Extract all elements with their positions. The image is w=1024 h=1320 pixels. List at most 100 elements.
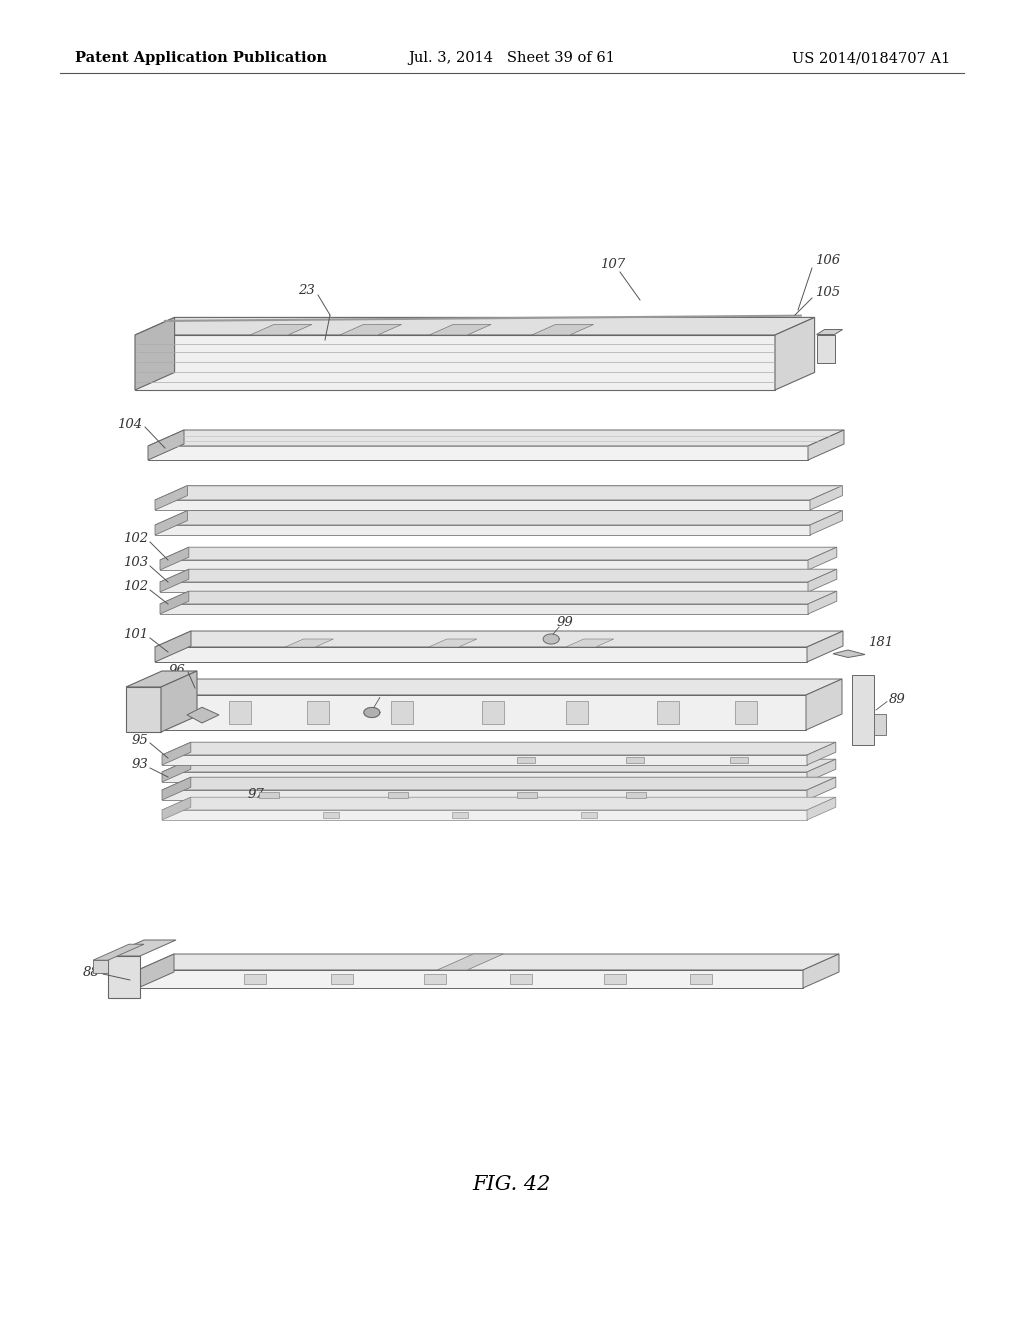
Polygon shape: [158, 678, 842, 696]
Bar: [307, 701, 329, 723]
Polygon shape: [364, 708, 380, 718]
Polygon shape: [158, 678, 194, 730]
Polygon shape: [148, 430, 184, 459]
Text: 88: 88: [83, 965, 100, 978]
Bar: [510, 974, 532, 983]
Text: 89: 89: [889, 693, 906, 706]
Polygon shape: [808, 569, 837, 591]
Polygon shape: [531, 325, 594, 335]
Polygon shape: [135, 317, 175, 389]
Text: US 2014/0184707 A1: US 2014/0184707 A1: [792, 51, 950, 65]
Text: 104: 104: [117, 418, 142, 432]
Polygon shape: [138, 954, 839, 970]
Polygon shape: [437, 954, 503, 970]
Polygon shape: [162, 789, 807, 800]
Bar: [245, 974, 266, 983]
Polygon shape: [806, 678, 842, 730]
Polygon shape: [429, 639, 477, 647]
Polygon shape: [808, 430, 844, 459]
Polygon shape: [155, 500, 810, 510]
Bar: [627, 756, 644, 763]
Polygon shape: [160, 548, 837, 560]
Bar: [603, 974, 626, 983]
Polygon shape: [148, 430, 844, 446]
Polygon shape: [160, 582, 808, 591]
Polygon shape: [160, 569, 837, 582]
Bar: [391, 701, 414, 723]
Bar: [517, 792, 537, 799]
Polygon shape: [810, 511, 843, 535]
Bar: [259, 792, 279, 799]
Polygon shape: [162, 755, 807, 766]
Bar: [517, 756, 535, 763]
Polygon shape: [816, 334, 835, 363]
Polygon shape: [810, 486, 843, 510]
Polygon shape: [148, 446, 808, 459]
Polygon shape: [874, 714, 886, 734]
Polygon shape: [162, 759, 190, 781]
Text: 102: 102: [123, 579, 148, 593]
Text: 101: 101: [123, 628, 148, 642]
Polygon shape: [250, 325, 312, 335]
Bar: [627, 792, 646, 799]
Polygon shape: [340, 325, 401, 335]
Bar: [582, 812, 597, 818]
Polygon shape: [162, 759, 836, 772]
Polygon shape: [162, 742, 836, 755]
Polygon shape: [543, 634, 559, 644]
Polygon shape: [138, 954, 174, 987]
Bar: [324, 812, 339, 818]
Polygon shape: [187, 708, 219, 723]
Polygon shape: [808, 591, 837, 614]
Bar: [729, 756, 748, 763]
Polygon shape: [286, 639, 334, 647]
Polygon shape: [93, 960, 108, 973]
Polygon shape: [807, 759, 836, 781]
Text: 106: 106: [815, 253, 840, 267]
Text: 99: 99: [556, 616, 572, 630]
Polygon shape: [155, 511, 843, 525]
Text: 181: 181: [222, 693, 247, 706]
Polygon shape: [160, 560, 808, 570]
Polygon shape: [160, 591, 188, 614]
Bar: [735, 701, 757, 723]
Bar: [690, 974, 712, 983]
Polygon shape: [158, 696, 806, 730]
Polygon shape: [161, 671, 197, 733]
Bar: [331, 974, 353, 983]
Polygon shape: [155, 486, 843, 500]
Text: 99: 99: [377, 686, 393, 700]
Polygon shape: [108, 956, 140, 998]
Text: 93: 93: [131, 759, 148, 771]
Polygon shape: [126, 686, 161, 733]
Bar: [657, 701, 679, 723]
Polygon shape: [162, 797, 836, 810]
Polygon shape: [807, 777, 836, 800]
Polygon shape: [162, 810, 807, 820]
Polygon shape: [807, 797, 836, 820]
Polygon shape: [155, 631, 843, 647]
Polygon shape: [160, 569, 188, 591]
Polygon shape: [126, 671, 197, 686]
Polygon shape: [833, 649, 865, 657]
Text: 97: 97: [248, 788, 265, 801]
Bar: [482, 701, 504, 723]
Bar: [453, 812, 468, 818]
Polygon shape: [162, 742, 190, 766]
Polygon shape: [160, 605, 808, 614]
Bar: [229, 701, 251, 723]
Polygon shape: [108, 940, 176, 956]
Polygon shape: [162, 797, 190, 820]
Text: Jul. 3, 2014   Sheet 39 of 61: Jul. 3, 2014 Sheet 39 of 61: [409, 51, 615, 65]
Polygon shape: [852, 675, 874, 744]
Polygon shape: [135, 335, 775, 389]
Text: 102: 102: [123, 532, 148, 544]
Polygon shape: [816, 330, 843, 334]
Polygon shape: [160, 591, 837, 605]
Bar: [388, 792, 408, 799]
Polygon shape: [565, 639, 613, 647]
Polygon shape: [155, 631, 191, 663]
Text: 105: 105: [815, 285, 840, 298]
Polygon shape: [160, 548, 188, 570]
Polygon shape: [162, 777, 190, 800]
